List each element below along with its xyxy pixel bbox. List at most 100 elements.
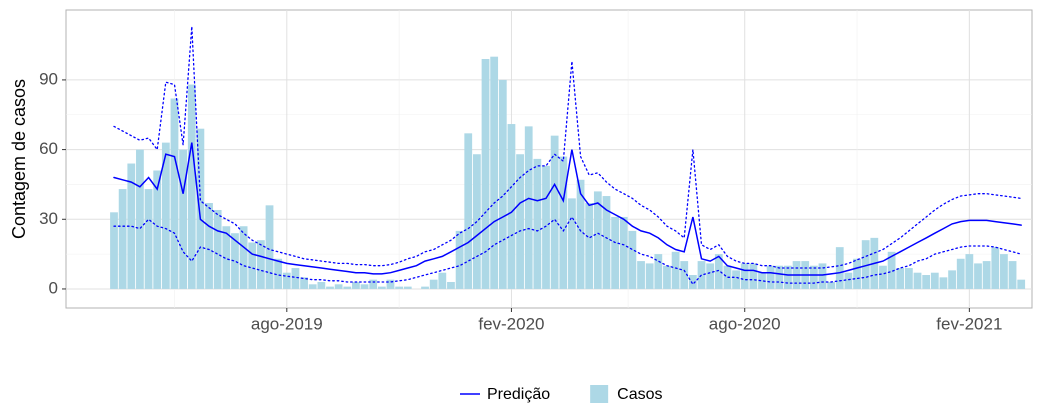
- bar: [749, 263, 758, 289]
- bar: [136, 149, 144, 289]
- bar: [118, 189, 127, 289]
- bar: [913, 272, 922, 289]
- bar: [170, 98, 179, 289]
- bar: [593, 191, 602, 289]
- bar: [265, 205, 274, 289]
- bar: [861, 240, 870, 289]
- bar: [507, 124, 516, 289]
- bar: [835, 247, 844, 289]
- y-tick-label: 30: [39, 209, 58, 228]
- legend-label: Casos: [617, 386, 662, 403]
- bar: [231, 233, 239, 289]
- x-tick-label: ago-2020: [709, 314, 781, 333]
- bar: [455, 230, 464, 289]
- bar: [732, 270, 740, 289]
- bar: [714, 254, 723, 289]
- bar: [809, 265, 818, 289]
- bar: [619, 216, 628, 289]
- bar: [879, 265, 887, 289]
- legend: Predição Casos: [460, 385, 663, 403]
- bar: [498, 79, 507, 289]
- x-tick-label: fev-2021: [936, 314, 1002, 333]
- bar: [110, 212, 118, 289]
- bar: [559, 156, 568, 289]
- bar: [187, 84, 196, 289]
- bar: [775, 265, 784, 289]
- bar: [818, 263, 827, 289]
- x-tick-label: ago-2019: [251, 314, 323, 333]
- bar: [706, 263, 715, 289]
- bar: [637, 261, 645, 289]
- bar: [386, 279, 395, 289]
- x-tick-label: fev-2020: [478, 314, 544, 333]
- bar: [490, 56, 499, 289]
- bar: [939, 277, 948, 289]
- bar: [317, 281, 326, 289]
- bar: [326, 286, 334, 289]
- bar: [766, 265, 775, 289]
- bar: [1017, 279, 1026, 289]
- bar: [965, 254, 974, 289]
- bar: [213, 209, 222, 289]
- y-axis-title: Contagem de casos: [9, 79, 29, 239]
- y-tick-label: 90: [39, 69, 58, 88]
- bar: [196, 128, 205, 289]
- bar: [827, 281, 836, 289]
- bar: [282, 272, 291, 289]
- bar: [930, 272, 939, 289]
- bar: [395, 286, 404, 289]
- bar: [887, 251, 896, 289]
- marks: [110, 26, 1026, 289]
- bar: [256, 240, 265, 289]
- bar: [533, 158, 542, 289]
- bar: [248, 242, 257, 289]
- bar: [1000, 254, 1008, 289]
- bar: [568, 198, 576, 289]
- bar: [369, 279, 378, 289]
- bar: [663, 265, 671, 289]
- bar: [585, 203, 594, 289]
- bar: [628, 230, 637, 289]
- bar: [205, 203, 213, 289]
- bar: [481, 59, 490, 289]
- bar: [403, 286, 412, 289]
- bar: [542, 165, 550, 289]
- bar: [784, 265, 792, 289]
- bar: [222, 226, 231, 289]
- bar: [127, 163, 136, 289]
- bar: [429, 279, 438, 289]
- bar: [654, 254, 663, 289]
- bar: [550, 135, 559, 289]
- bar: [974, 263, 982, 289]
- bar: [343, 286, 352, 289]
- bar: [161, 142, 170, 289]
- bar: [602, 196, 611, 289]
- bar: [758, 272, 766, 289]
- bar: [680, 261, 689, 289]
- bar: [377, 286, 386, 289]
- bar: [611, 216, 620, 289]
- bound-line: [113, 26, 1022, 269]
- bar: [991, 247, 1000, 289]
- bar: [464, 133, 473, 289]
- bar: [576, 179, 585, 289]
- bar: [153, 170, 162, 289]
- y-tick-label: 0: [49, 278, 58, 297]
- bar: [144, 189, 153, 289]
- bar: [948, 270, 956, 289]
- bar: [438, 272, 447, 289]
- y-tick-label: 60: [39, 139, 58, 158]
- bar: [274, 258, 283, 289]
- bar: [308, 284, 317, 289]
- line: [113, 142, 1022, 276]
- bar: [352, 281, 360, 289]
- bar: [421, 286, 429, 289]
- legend-swatch: [590, 385, 609, 403]
- bar: [982, 261, 991, 289]
- bar: [179, 149, 188, 289]
- bar: [671, 251, 680, 289]
- bar: [334, 284, 343, 289]
- bar: [853, 258, 861, 289]
- bar: [447, 281, 455, 289]
